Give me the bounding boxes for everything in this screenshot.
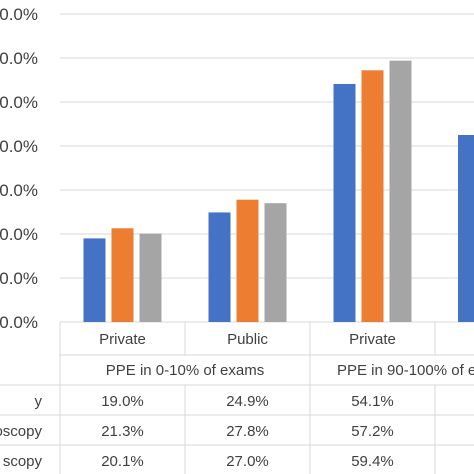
bar (458, 135, 474, 322)
table-cell-value: 19.0% (101, 393, 144, 410)
bar (333, 83, 356, 323)
group-label: PPE in 90-100% of exams (337, 362, 474, 379)
table-cell-value: 59.4% (351, 453, 394, 470)
bar (389, 60, 412, 322)
table-cell-value: 54.1% (351, 393, 394, 410)
bar (361, 70, 384, 322)
table-cell-value: 20.1% (101, 453, 144, 470)
y-axis-tick-labels: 0.0% 10.0% 20.0% 30.0% 40.0% 50.0% 60.0% 70.0% (0, 5, 38, 332)
y-tick-label: 10.0% (0, 269, 38, 288)
bar (111, 228, 134, 322)
bar (236, 199, 259, 322)
y-tick-label: 60.0% (0, 49, 38, 68)
group-label: PPE in 0-10% of exams (106, 362, 264, 379)
category-label: Private (349, 331, 396, 348)
category-label: Private (99, 331, 146, 348)
y-tick-label: 40.0% (0, 137, 38, 156)
bar (139, 233, 162, 322)
series-row-label: y (35, 393, 43, 410)
series-row-label: scopy (3, 453, 43, 470)
series-row-label: oscopy (0, 423, 42, 440)
bar (264, 203, 287, 322)
table-cell-value: 27.8% (226, 423, 269, 440)
y-tick-label: 20.0% (0, 225, 38, 244)
data-table: Private Public Private PPE in 0-10% of exam… (0, 322, 474, 474)
y-tick-label: 70.0% (0, 5, 38, 24)
bar (83, 238, 106, 322)
category-label: Public (227, 331, 268, 348)
table-cell-value: 21.3% (101, 423, 144, 440)
y-tick-label: 0.0% (0, 313, 38, 332)
table-cell-value: 24.9% (226, 393, 269, 410)
y-tick-label: 30.0% (0, 181, 38, 200)
y-tick-label: 50.0% (0, 93, 38, 112)
table-cell-value: 27.0% (226, 453, 269, 470)
bars (83, 60, 474, 323)
bar (208, 212, 231, 322)
table-cell-value: 57.2% (351, 423, 394, 440)
